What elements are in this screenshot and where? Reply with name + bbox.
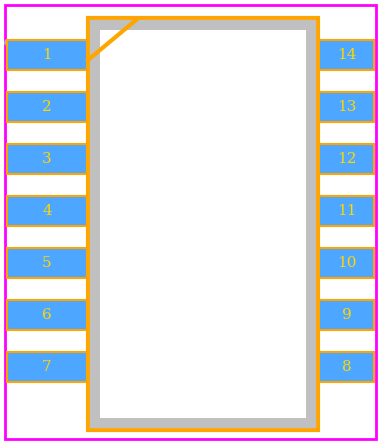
Bar	[88, 18, 318, 430]
Text: 14: 14	[337, 48, 356, 62]
Bar	[7, 300, 87, 330]
Bar	[7, 196, 87, 226]
Bar	[319, 248, 374, 278]
Text: 4: 4	[42, 204, 52, 218]
Text: 11: 11	[337, 204, 356, 218]
Text: 13: 13	[337, 100, 356, 114]
Bar	[319, 300, 374, 330]
Bar	[319, 196, 374, 226]
Bar	[319, 92, 374, 122]
Bar	[319, 40, 374, 70]
Text: 8: 8	[342, 360, 351, 374]
Bar	[319, 352, 374, 382]
Bar	[100, 30, 306, 418]
Text: 2: 2	[42, 100, 52, 114]
Text: 5: 5	[42, 256, 52, 270]
Text: 10: 10	[337, 256, 356, 270]
Text: 1: 1	[42, 48, 52, 62]
Bar	[7, 248, 87, 278]
Bar	[7, 40, 87, 70]
Bar	[7, 144, 87, 174]
Text: 7: 7	[42, 360, 52, 374]
Bar	[319, 144, 374, 174]
Bar	[7, 352, 87, 382]
Text: 3: 3	[42, 152, 52, 166]
Text: 9: 9	[342, 308, 351, 322]
Text: 12: 12	[337, 152, 356, 166]
Text: 6: 6	[42, 308, 52, 322]
Bar	[7, 92, 87, 122]
Bar	[94, 24, 312, 424]
